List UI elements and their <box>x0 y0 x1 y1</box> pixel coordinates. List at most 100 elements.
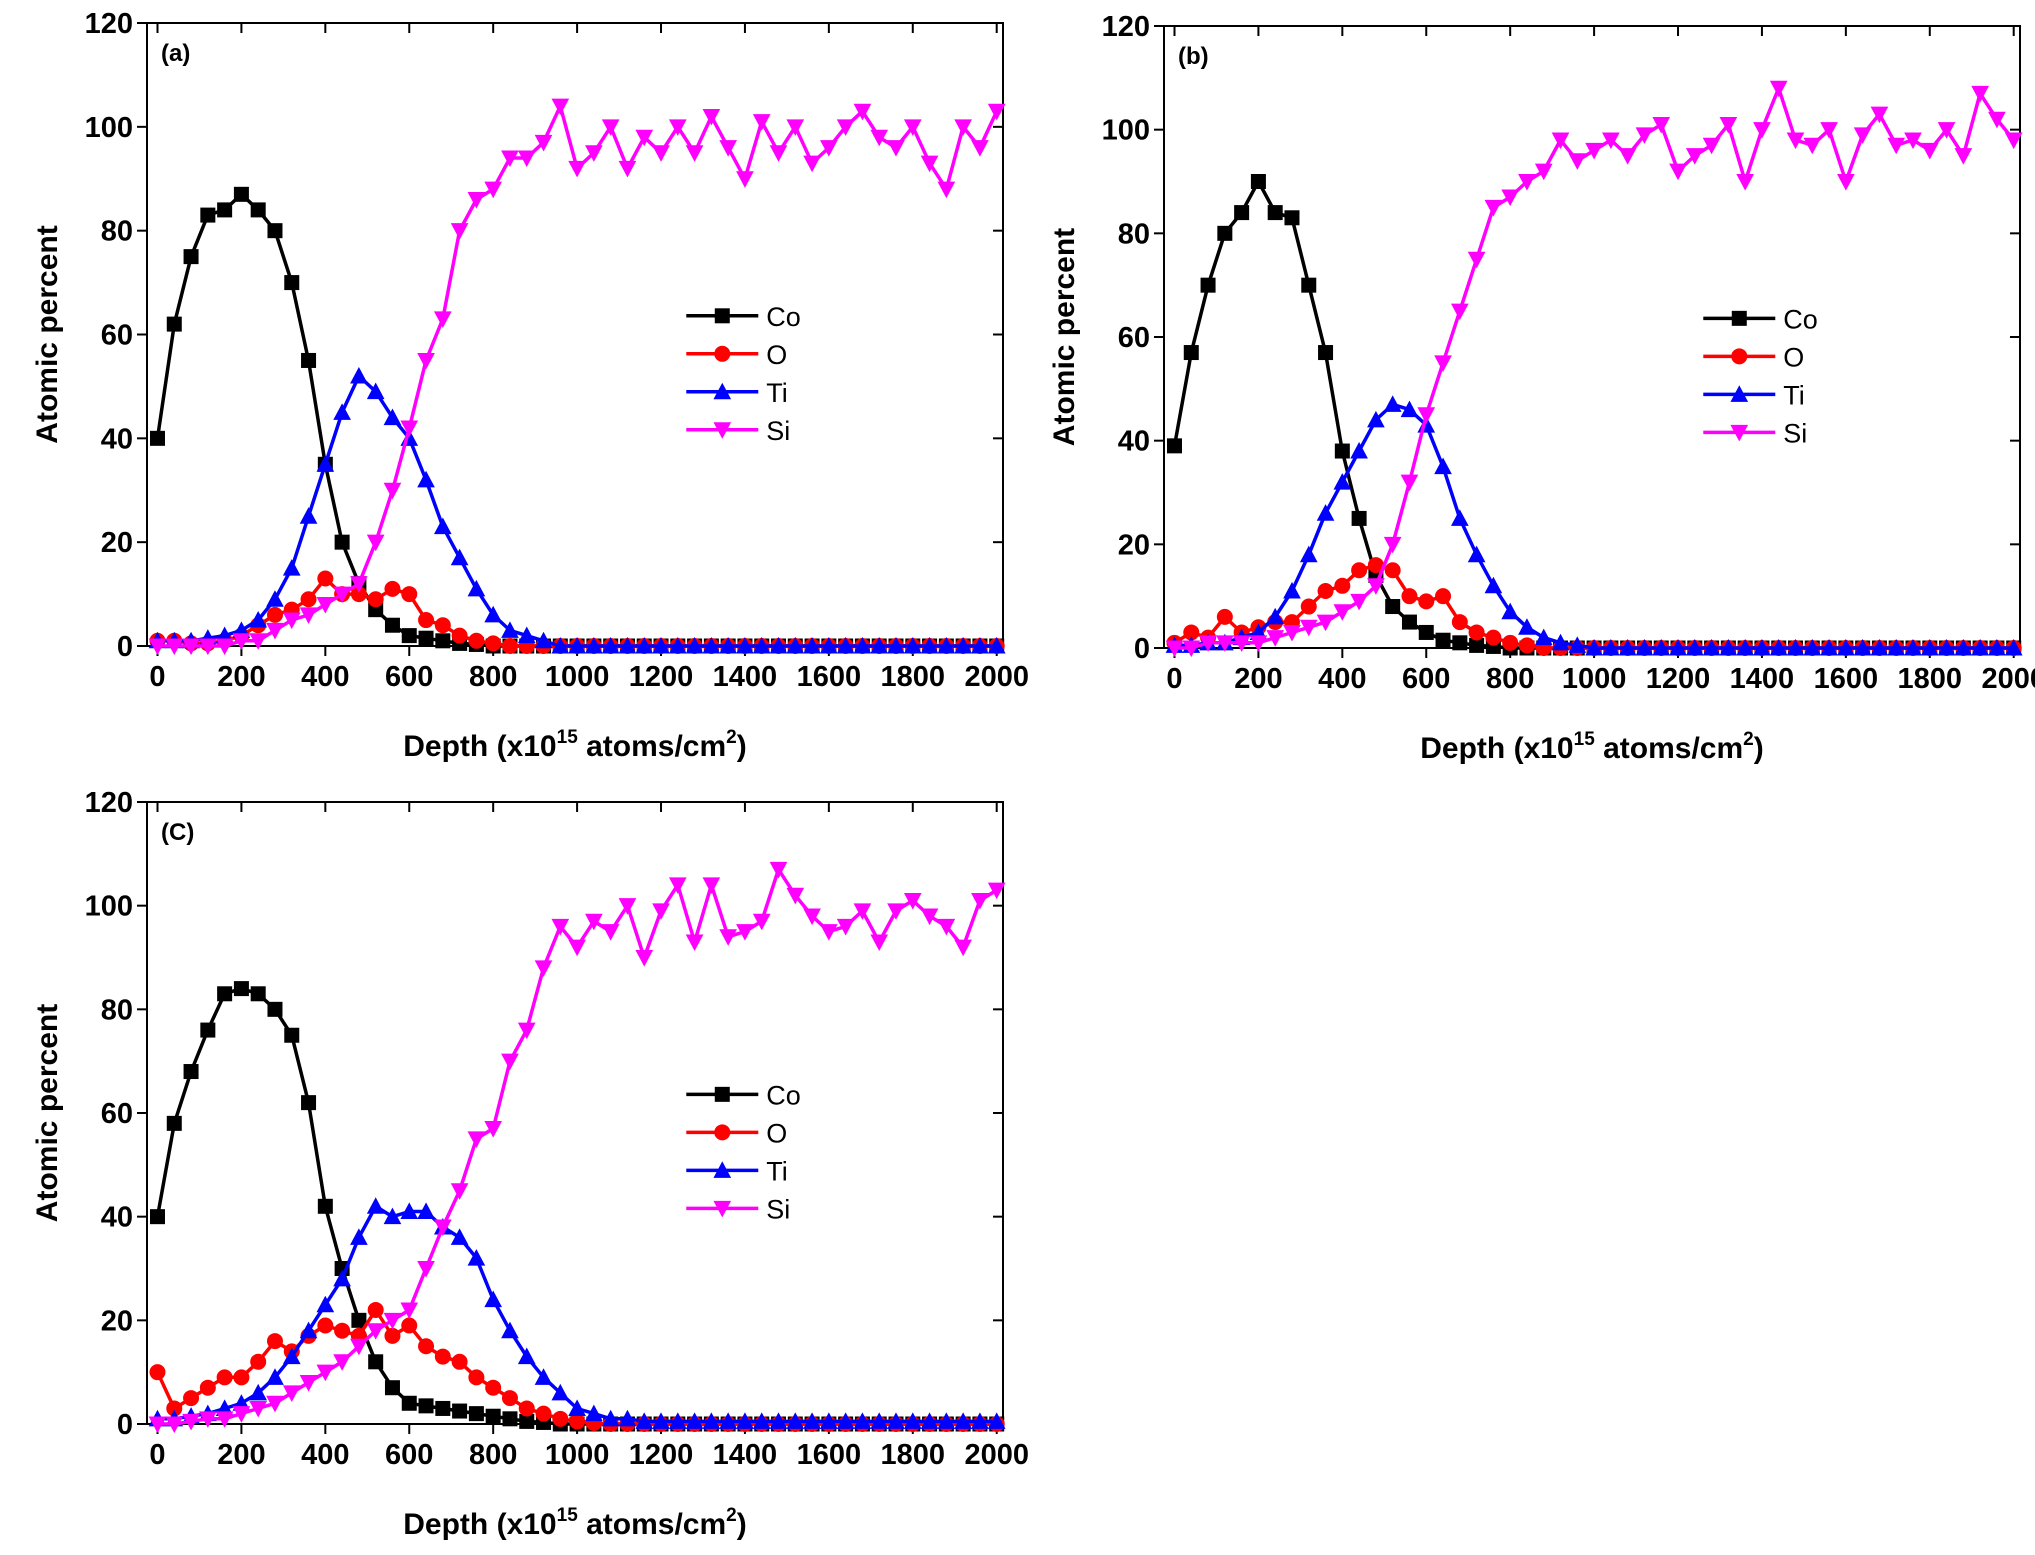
legend-marker <box>714 1124 731 1141</box>
marker <box>635 636 654 654</box>
marker <box>719 1412 737 1429</box>
marker <box>301 352 317 368</box>
marker <box>1786 132 1805 150</box>
x-axis-title-part: atoms/cm <box>578 730 726 763</box>
marker <box>199 1379 216 1396</box>
marker <box>853 103 872 121</box>
marker <box>1669 638 1687 656</box>
marker <box>1837 174 1855 191</box>
marker <box>468 1369 485 1386</box>
marker <box>183 1064 199 1080</box>
marker <box>585 636 603 654</box>
marker <box>418 1398 434 1414</box>
x-tick-label: 800 <box>469 661 517 693</box>
marker <box>870 934 889 952</box>
marker <box>383 1207 402 1225</box>
series-line <box>157 576 997 648</box>
marker <box>685 1412 704 1429</box>
marker <box>534 960 553 977</box>
x-tick-label: 1800 <box>881 1439 946 1471</box>
marker <box>1467 545 1486 563</box>
marker <box>1803 638 1822 656</box>
marker <box>685 934 704 952</box>
marker <box>401 1395 417 1411</box>
marker <box>1299 545 1318 563</box>
x-axis-title: Depth (x1015 atoms/cm2) <box>403 727 746 763</box>
marker <box>400 1202 419 1219</box>
marker <box>1618 638 1637 656</box>
marker <box>502 1411 518 1427</box>
series-line <box>1173 563 2014 650</box>
marker <box>1518 637 1535 654</box>
marker <box>1518 174 1536 191</box>
marker <box>702 1412 721 1429</box>
marker <box>987 882 1006 900</box>
marker <box>450 1228 469 1245</box>
y-tick-label: 100 <box>85 891 133 923</box>
x-tick-label: 1200 <box>629 661 694 693</box>
marker <box>903 636 922 654</box>
marker <box>569 1413 586 1430</box>
x-tick-label: 1600 <box>797 1439 862 1471</box>
series-line <box>157 374 997 648</box>
x-tick-label: 1000 <box>1562 663 1627 695</box>
marker <box>317 1317 334 1334</box>
marker <box>367 591 384 608</box>
marker <box>1435 632 1451 648</box>
marker <box>1400 400 1419 418</box>
marker <box>668 119 687 136</box>
y-tick-label: 60 <box>101 1098 133 1130</box>
x-axis-title: Depth (x1015 atoms/cm2) <box>1420 729 1763 765</box>
plot-frame <box>146 22 1004 647</box>
annotation: (C) <box>161 819 194 846</box>
marker <box>1887 638 1906 656</box>
marker <box>366 1197 385 1214</box>
marker <box>1200 277 1216 293</box>
x-axis-title-part: ) <box>1754 732 1764 765</box>
marker <box>484 1121 503 1138</box>
marker <box>1234 205 1250 221</box>
marker <box>1333 604 1352 621</box>
marker <box>870 636 889 654</box>
marker <box>1199 635 1217 652</box>
marker <box>300 591 317 608</box>
plot-frame <box>1163 25 2021 649</box>
marker <box>937 918 956 936</box>
legend-label: Ti <box>1783 380 1805 410</box>
marker <box>1435 588 1452 605</box>
marker <box>786 1412 805 1429</box>
marker <box>1635 127 1654 144</box>
marker <box>1618 148 1637 165</box>
marker <box>1401 588 1418 605</box>
marker <box>518 1400 535 1417</box>
marker <box>887 903 905 920</box>
marker <box>232 633 251 650</box>
marker <box>535 1405 552 1422</box>
marker <box>149 1209 165 1225</box>
marker <box>585 913 603 931</box>
legend-marker <box>714 1086 730 1102</box>
x-tick-label: 200 <box>217 661 265 693</box>
marker <box>1501 602 1520 620</box>
marker <box>417 1202 435 1219</box>
marker <box>215 1411 234 1428</box>
legend-marker <box>1730 424 1749 442</box>
y-tick-label: 40 <box>101 423 133 455</box>
marker <box>384 1380 400 1396</box>
x-tick-label: 1400 <box>713 661 778 693</box>
marker <box>316 1295 335 1313</box>
marker <box>1484 576 1503 594</box>
marker <box>501 638 518 654</box>
marker <box>568 939 586 957</box>
marker <box>803 636 821 654</box>
marker <box>820 140 838 157</box>
marker <box>954 1412 972 1429</box>
marker <box>937 181 956 199</box>
marker <box>350 576 368 593</box>
y-tick-label: 20 <box>1118 529 1150 561</box>
marker <box>971 140 989 157</box>
marker <box>736 171 754 188</box>
x-axis-title-sup: 2 <box>1743 729 1754 750</box>
marker <box>284 1027 300 1043</box>
marker <box>1166 438 1182 454</box>
